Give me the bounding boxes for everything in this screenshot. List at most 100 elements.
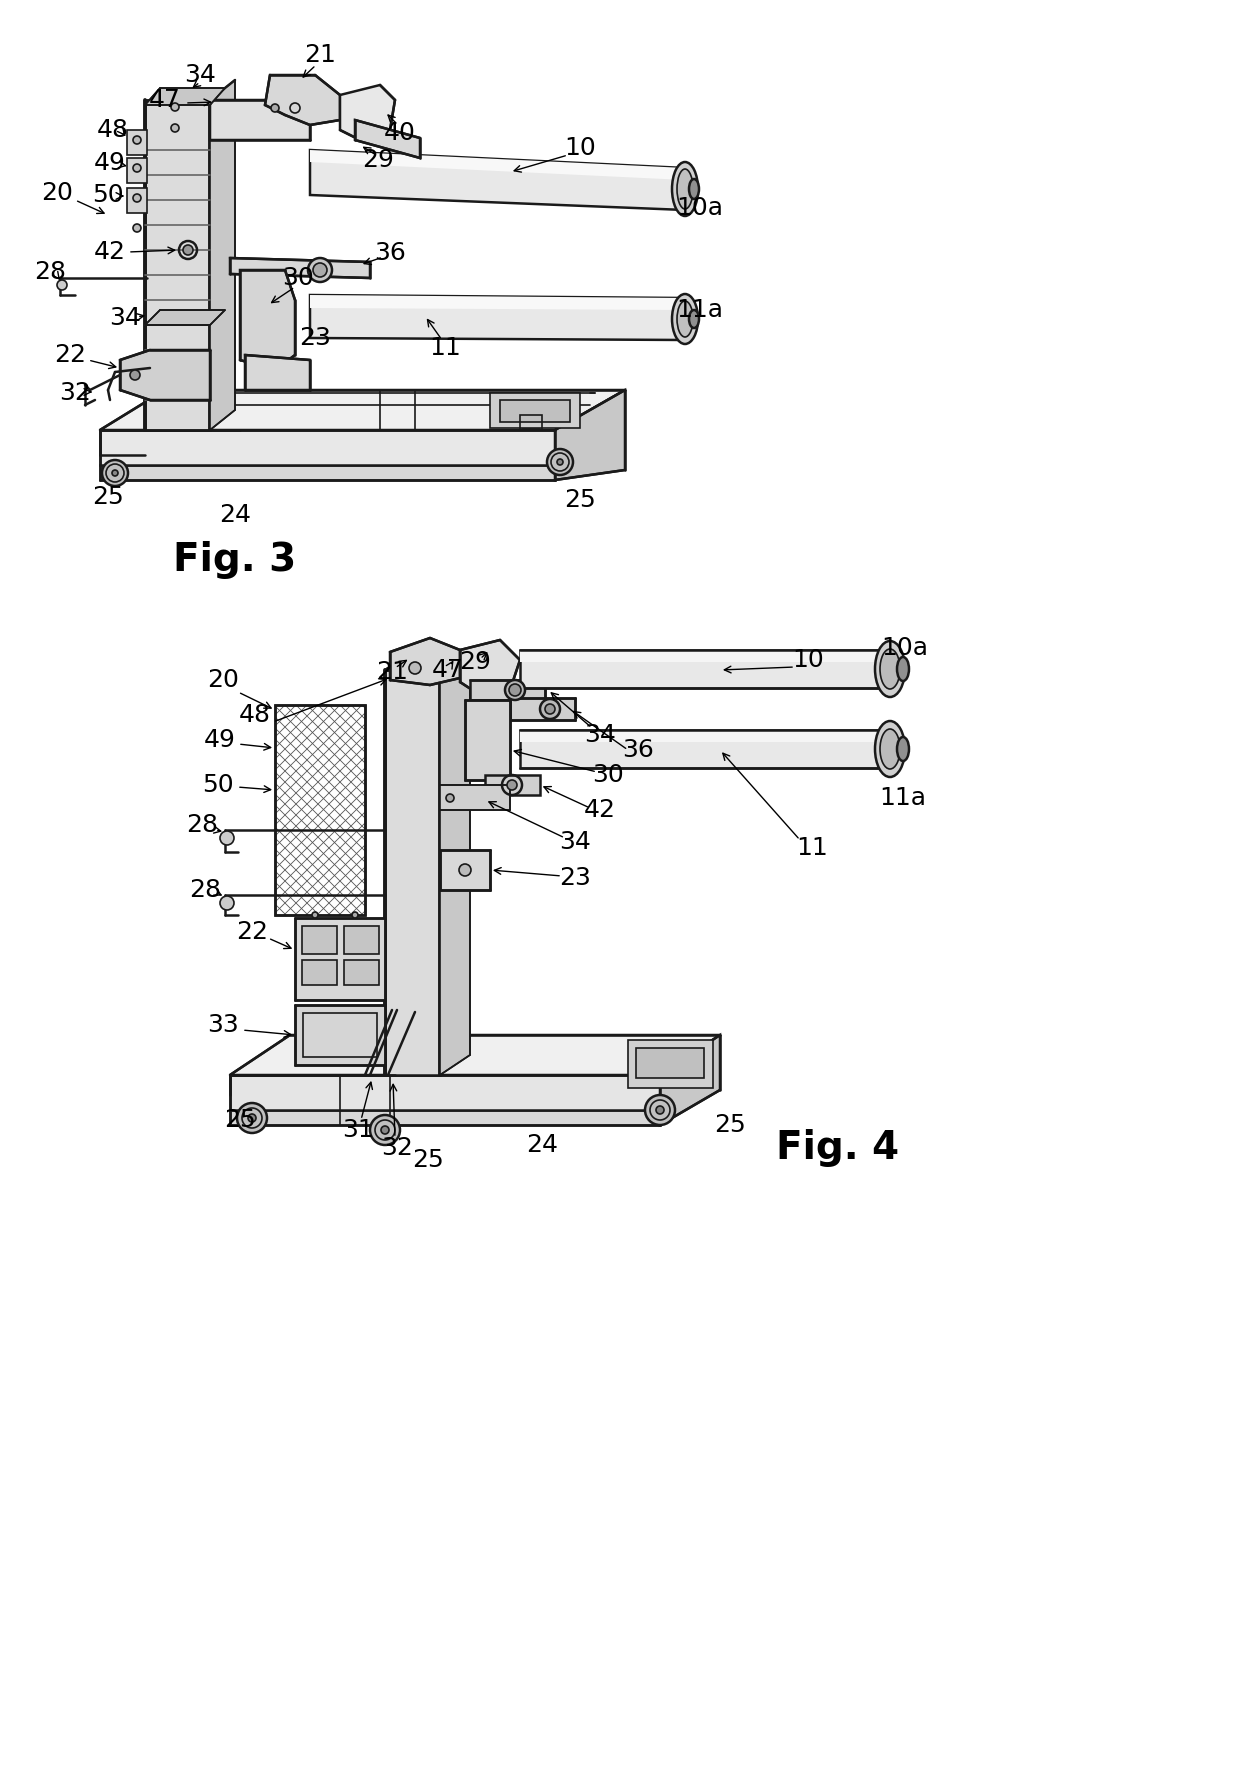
- Ellipse shape: [133, 195, 141, 202]
- Text: 42: 42: [94, 241, 126, 264]
- Bar: [303, 960, 337, 985]
- Ellipse shape: [112, 469, 118, 476]
- Ellipse shape: [505, 680, 525, 700]
- Bar: [126, 158, 148, 182]
- Text: 22: 22: [55, 344, 86, 367]
- Ellipse shape: [446, 793, 454, 802]
- Text: 34: 34: [559, 831, 591, 854]
- Ellipse shape: [130, 370, 140, 381]
- Text: 21: 21: [304, 43, 336, 67]
- Polygon shape: [100, 466, 556, 480]
- Polygon shape: [145, 99, 210, 430]
- Polygon shape: [229, 1034, 720, 1075]
- Text: 31: 31: [342, 1118, 374, 1142]
- Text: 28: 28: [186, 813, 218, 838]
- Ellipse shape: [409, 662, 422, 675]
- Bar: [636, 1048, 704, 1079]
- Ellipse shape: [689, 310, 699, 328]
- Text: 40: 40: [384, 120, 415, 145]
- Polygon shape: [440, 785, 510, 809]
- Ellipse shape: [171, 124, 179, 133]
- Ellipse shape: [370, 1116, 401, 1146]
- Text: 34: 34: [109, 306, 141, 329]
- Ellipse shape: [102, 460, 128, 485]
- Polygon shape: [310, 296, 684, 310]
- Polygon shape: [440, 850, 490, 891]
- Ellipse shape: [672, 294, 698, 344]
- Text: 47: 47: [149, 89, 181, 112]
- Ellipse shape: [875, 721, 905, 777]
- Text: 21: 21: [376, 661, 408, 684]
- Bar: [126, 188, 148, 213]
- Text: 25: 25: [224, 1109, 255, 1132]
- Text: 25: 25: [412, 1148, 444, 1172]
- Polygon shape: [520, 650, 890, 687]
- Text: 36: 36: [622, 739, 653, 762]
- Text: 24: 24: [219, 503, 250, 528]
- Ellipse shape: [656, 1107, 663, 1114]
- Polygon shape: [510, 698, 575, 721]
- Polygon shape: [145, 310, 224, 326]
- Polygon shape: [340, 85, 396, 140]
- Polygon shape: [470, 680, 546, 700]
- Text: 48: 48: [239, 703, 272, 728]
- Text: 32: 32: [60, 381, 91, 406]
- Polygon shape: [485, 776, 539, 795]
- Text: 23: 23: [559, 866, 591, 891]
- Ellipse shape: [645, 1094, 675, 1125]
- Polygon shape: [295, 1004, 384, 1064]
- Ellipse shape: [539, 700, 560, 719]
- Polygon shape: [384, 669, 440, 1075]
- Bar: [500, 400, 570, 421]
- Text: 25: 25: [564, 489, 596, 512]
- Polygon shape: [355, 120, 420, 158]
- Bar: [343, 960, 379, 985]
- Text: 29: 29: [362, 149, 394, 172]
- Text: 24: 24: [526, 1133, 558, 1156]
- Polygon shape: [310, 151, 684, 181]
- Polygon shape: [310, 296, 684, 340]
- Text: 28: 28: [188, 878, 221, 901]
- Ellipse shape: [459, 864, 471, 877]
- Text: 20: 20: [41, 181, 73, 205]
- Text: 23: 23: [299, 326, 331, 351]
- Polygon shape: [241, 269, 295, 370]
- Text: 48: 48: [97, 119, 129, 142]
- Ellipse shape: [133, 165, 141, 172]
- Ellipse shape: [57, 280, 67, 290]
- Polygon shape: [391, 638, 460, 685]
- Bar: [343, 926, 379, 955]
- Polygon shape: [384, 652, 470, 669]
- Ellipse shape: [171, 103, 179, 112]
- Ellipse shape: [312, 912, 317, 917]
- Ellipse shape: [897, 657, 909, 682]
- Text: 10a: 10a: [677, 197, 723, 220]
- Polygon shape: [229, 1110, 660, 1125]
- Bar: [303, 926, 337, 955]
- Text: 34: 34: [584, 723, 616, 747]
- Text: 30: 30: [593, 763, 624, 786]
- Ellipse shape: [689, 179, 699, 198]
- Text: 32: 32: [381, 1135, 413, 1160]
- Text: 30: 30: [283, 266, 314, 290]
- Ellipse shape: [677, 301, 693, 336]
- Ellipse shape: [219, 896, 234, 910]
- Text: 42: 42: [584, 799, 616, 822]
- Text: 49: 49: [94, 151, 126, 175]
- Ellipse shape: [184, 244, 193, 255]
- Polygon shape: [246, 354, 310, 390]
- Bar: [126, 129, 148, 156]
- Polygon shape: [100, 430, 556, 466]
- Ellipse shape: [352, 912, 358, 917]
- Text: 34: 34: [184, 64, 216, 87]
- Polygon shape: [100, 390, 625, 430]
- Ellipse shape: [133, 136, 141, 143]
- Polygon shape: [120, 351, 210, 400]
- Polygon shape: [210, 99, 310, 140]
- Text: 28: 28: [33, 260, 66, 283]
- Ellipse shape: [312, 264, 327, 276]
- Text: 25: 25: [92, 485, 124, 508]
- Polygon shape: [210, 80, 236, 430]
- Ellipse shape: [875, 641, 905, 698]
- Text: 20: 20: [207, 668, 239, 692]
